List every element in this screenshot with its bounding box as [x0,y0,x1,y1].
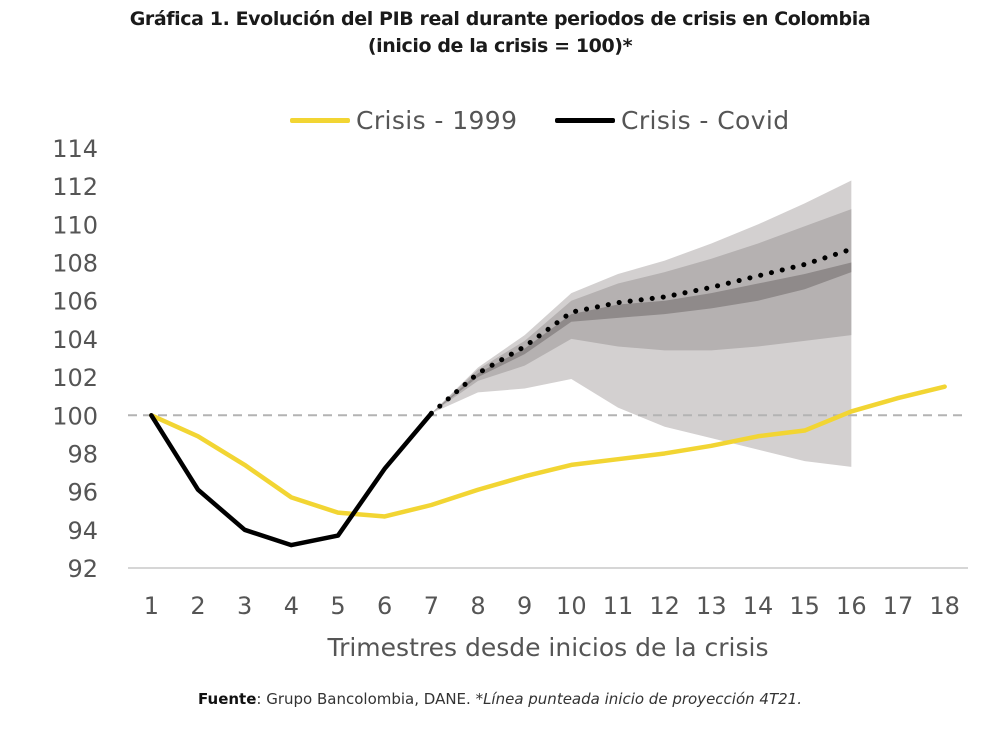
legend-swatch-crisis-covid [555,117,615,123]
x-tick-label: 12 [649,592,680,620]
footer-note: *Línea punteada inicio de proyección 4T2… [475,690,802,708]
legend-swatch-crisis-1999 [290,117,350,123]
chart-footer: Fuente: Grupo Bancolombia, DANE. *Línea … [0,690,1000,708]
y-axis-tick-labels: 92 94 96 98 100 102 104 106 108 110 112 114 [52,135,98,583]
y-tick-label: 98 [67,440,98,468]
x-tick-label: 3 [237,592,252,620]
footer-source-text: : Grupo Bancolombia, DANE. [256,690,476,708]
chart-title-block: Gráfica 1. Evolución del PIB real durant… [0,6,1000,60]
legend-label-crisis-covid: Crisis - Covid [621,105,790,135]
projection-fan-bands [431,180,852,467]
chart-title: Gráfica 1. Evolución del PIB real durant… [129,8,871,30]
x-tick-label: 4 [284,592,299,620]
footer-source-label: Fuente [198,690,257,708]
x-tick-label: 1 [144,592,159,620]
x-tick-label: 9 [517,592,532,620]
legend-item-crisis-1999: Crisis - 1999 [290,100,517,140]
x-tick-label: 13 [696,592,727,620]
chart-subtitle: (inicio de la crisis = 100)* [367,35,633,57]
series-line-3 [428,246,854,416]
x-tick-label: 8 [470,592,485,620]
x-tick-label: 16 [836,592,867,620]
x-axis-label: Trimestres desde inicios de la crisis [326,633,768,662]
y-tick-label: 108 [52,250,98,278]
x-tick-label: 15 [789,592,820,620]
x-tick-label: 5 [330,592,345,620]
chart-legend: Crisis - 1999 Crisis - Covid [0,100,1000,140]
y-tick-label: 104 [52,326,98,354]
legend-item-crisis-covid: Crisis - Covid [555,100,790,140]
y-tick-label: 94 [67,517,98,545]
x-tick-label: 11 [603,592,634,620]
legend-label-crisis-1999: Crisis - 1999 [356,105,518,135]
y-tick-label: 110 [52,211,98,239]
y-tick-label: 112 [52,173,98,201]
x-tick-label: 17 [883,592,914,620]
y-tick-label: 92 [67,555,98,583]
y-tick-label: 106 [52,288,98,316]
x-tick-label: 18 [929,592,960,620]
y-tick-label: 114 [52,135,98,163]
x-tick-label: 6 [377,592,392,620]
y-tick-label: 100 [52,402,98,430]
y-tick-label: 96 [67,479,98,507]
fan-band-3 [431,262,852,414]
series-line-1 [149,384,947,519]
x-tick-label: 7 [424,592,439,620]
x-tick-label: 2 [190,592,205,620]
x-axis-tick-labels: 1 2 3 4 5 6 7 8 9 10 11 12 13 14 15 16 17 18 [144,592,960,620]
x-tick-label: 14 [743,592,774,620]
x-tick-label: 10 [556,592,587,620]
series-lines [149,246,947,548]
y-tick-label: 102 [52,364,98,392]
series-line-2 [149,411,434,548]
